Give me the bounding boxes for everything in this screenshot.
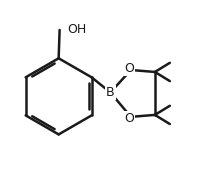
Text: O: O	[124, 62, 134, 75]
Text: O: O	[124, 112, 134, 125]
Text: B: B	[106, 86, 115, 99]
Text: OH: OH	[68, 22, 87, 35]
